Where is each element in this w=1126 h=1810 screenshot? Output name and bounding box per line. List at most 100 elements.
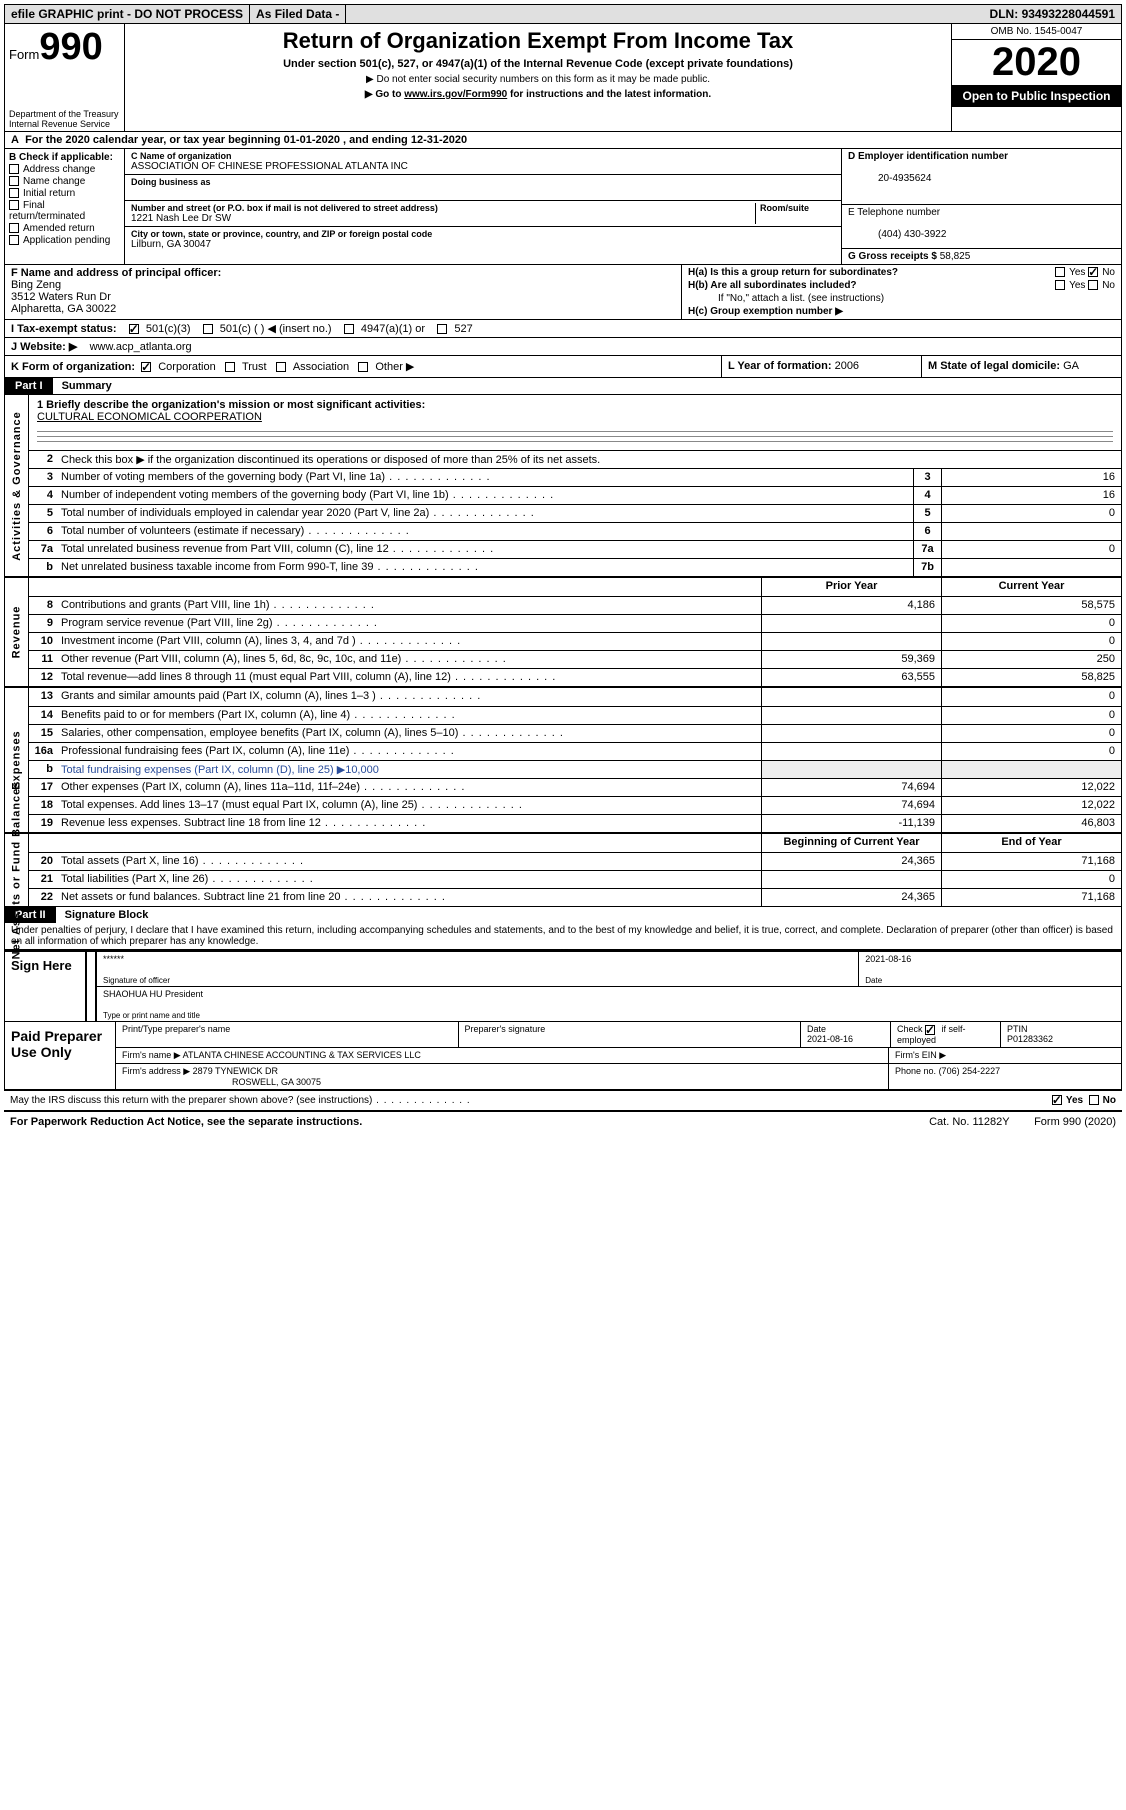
footer: For Paperwork Reduction Act Notice, see … [4, 1110, 1122, 1132]
cb-final-return[interactable]: Final return/terminated [9, 200, 120, 222]
section-h: H(a) Is this a group return for subordin… [681, 265, 1121, 319]
firm-addr1: 2879 TYNEWICK DR [193, 1066, 278, 1076]
ptin: P01283362 [1007, 1034, 1053, 1044]
cb-address-change[interactable]: Address change [9, 164, 120, 175]
summary-line-17: 17Other expenses (Part IX, column (A), l… [29, 778, 1121, 796]
summary-line-22: 22Net assets or fund balances. Subtract … [29, 888, 1121, 906]
omb-number: OMB No. 1545-0047 [952, 24, 1121, 40]
paid-preparer-block: Paid Preparer Use Only Print/Type prepar… [4, 1022, 1122, 1090]
summary-line-10: 10Investment income (Part VIII, column (… [29, 632, 1121, 650]
tax-year: 2020 [952, 40, 1121, 85]
line7a-val: 0 [941, 541, 1121, 558]
form-container: Form990 Department of the Treasury Inter… [4, 24, 1122, 950]
form-note-ssn: ▶ Do not enter social security numbers o… [129, 74, 947, 85]
section-j: J Website: ▶ www.acp_atlanta.org [5, 338, 1121, 356]
netassets-block: Net Assets or Fund Balances Beginning of… [5, 834, 1121, 907]
mission-text: CULTURAL ECONOMICAL COORPERATION [37, 411, 262, 423]
summary-line-18: 18Total expenses. Add lines 13–17 (must … [29, 796, 1121, 814]
cb-4947a1[interactable] [344, 324, 354, 334]
dba-value [131, 187, 835, 198]
header-middle: Return of Organization Exempt From Incom… [125, 24, 951, 131]
ha-no-cb[interactable] [1088, 267, 1098, 277]
form-subtitle: Under section 501(c), 527, or 4947(a)(1)… [129, 58, 947, 70]
form-page: Form 990 (2020) [1034, 1116, 1116, 1128]
header-right: OMB No. 1545-0047 2020 Open to Public In… [951, 24, 1121, 131]
line5-val: 0 [941, 505, 1121, 522]
summary-line-11: 11Other revenue (Part VIII, column (A), … [29, 650, 1121, 668]
perjury-statement: Under penalties of perjury, I declare th… [5, 923, 1121, 949]
prep-date: 2021-08-16 [807, 1034, 853, 1044]
net-sidelabel: Net Assets or Fund Balances [5, 834, 29, 906]
top-bar: efile GRAPHIC print - DO NOT PROCESS As … [4, 4, 1122, 24]
firm-addr2: ROSWELL, GA 30075 [122, 1077, 321, 1087]
summary-line-16a: 16aProfessional fundraising fees (Part I… [29, 742, 1121, 760]
cb-corporation[interactable] [141, 362, 151, 372]
section-i: I Tax-exempt status: 501(c)(3) 501(c) ( … [5, 320, 1121, 338]
summary-line-b: bTotal fundraising expenses (Part IX, co… [29, 760, 1121, 778]
discuss-row: May the IRS discuss this return with the… [4, 1090, 1122, 1110]
cb-501c3[interactable] [129, 324, 139, 334]
summary-line-13: 13Grants and similar amounts paid (Part … [29, 688, 1121, 706]
year-formation: 2006 [835, 360, 859, 372]
summary-line-21: 21Total liabilities (Part X, line 26)0 [29, 870, 1121, 888]
officer-name-title: SHAOHUA HU President [103, 989, 203, 999]
bcdeg-block: B Check if applicable: Address change Na… [5, 149, 1121, 265]
cb-other[interactable] [358, 362, 368, 372]
summary-line-15: 15Salaries, other compensation, employee… [29, 724, 1121, 742]
revenue-block: Revenue Prior YearCurrent Year 8Contribu… [5, 578, 1121, 688]
cb-amended-return[interactable]: Amended return [9, 223, 120, 234]
open-to-public: Open to Public Inspection [952, 85, 1121, 107]
hb-no-cb[interactable] [1088, 280, 1098, 290]
governance-block: Activities & Governance 1 Briefly descri… [5, 395, 1121, 578]
org-name: ASSOCIATION OF CHINESE PROFESSIONAL ATLA… [131, 161, 835, 172]
sign-here-label: Sign Here [5, 952, 85, 1021]
firm-phone: (706) 254-2227 [939, 1066, 1001, 1076]
dept-label: Department of the Treasury Internal Reve… [9, 109, 120, 129]
line4-val: 16 [941, 487, 1121, 504]
street-address: 1221 Nash Lee Dr SW [131, 213, 755, 224]
gross-receipts: 58,825 [940, 251, 971, 262]
irs-link[interactable]: www.irs.gov/Form990 [404, 89, 507, 100]
form-note-link: ▶ Go to www.irs.gov/Form990 for instruct… [129, 89, 947, 100]
rev-sidelabel: Revenue [5, 578, 29, 686]
officer-name: Bing Zeng [11, 279, 61, 291]
cb-initial-return[interactable]: Initial return [9, 188, 120, 199]
ha-yes-cb[interactable] [1055, 267, 1065, 277]
header-left: Form990 Department of the Treasury Inter… [5, 24, 125, 131]
paid-preparer-label: Paid Preparer Use Only [5, 1022, 115, 1089]
cb-name-change[interactable]: Name change [9, 176, 120, 187]
summary-line-12: 12Total revenue—add lines 8 through 11 (… [29, 668, 1121, 686]
dln: DLN: 93493228044591 [984, 5, 1121, 23]
hb-yes-cb[interactable] [1055, 280, 1065, 290]
ein: 20-4935624 [848, 173, 931, 184]
cb-501c[interactable] [203, 324, 213, 334]
discuss-no-cb[interactable] [1089, 1095, 1099, 1105]
section-f: F Name and address of principal officer:… [5, 265, 681, 319]
officer-sig: ****** [103, 954, 124, 964]
summary-line-19: 19Revenue less expenses. Subtract line 1… [29, 814, 1121, 832]
cb-self-employed[interactable] [925, 1025, 935, 1035]
sign-date: 2021-08-16 [865, 954, 911, 964]
efile-label: efile GRAPHIC print - DO NOT PROCESS [5, 5, 250, 23]
summary-line-20: 20Total assets (Part X, line 16)24,36571… [29, 852, 1121, 870]
section-b: B Check if applicable: Address change Na… [5, 149, 125, 264]
summary-line-9: 9Program service revenue (Part VIII, lin… [29, 614, 1121, 632]
part-i-header: Part I Summary [5, 378, 1121, 395]
cb-association[interactable] [276, 362, 286, 372]
line7b-val [941, 559, 1121, 576]
cb-527[interactable] [437, 324, 447, 334]
cb-trust[interactable] [225, 362, 235, 372]
firm-name: ATLANTA CHINESE ACCOUNTING & TAX SERVICE… [183, 1050, 421, 1060]
expenses-block: Expenses 13Grants and similar amounts pa… [5, 688, 1121, 834]
discuss-yes-cb[interactable] [1052, 1095, 1062, 1105]
city-state-zip: Lilburn, GA 30047 [131, 239, 835, 250]
section-deg: D Employer identification number 20-4935… [841, 149, 1121, 264]
gov-sidelabel: Activities & Governance [5, 395, 29, 576]
fh-block: F Name and address of principal officer:… [5, 265, 1121, 320]
cb-application-pending[interactable]: Application pending [9, 235, 120, 246]
part-ii-header: Part II Signature Block [5, 907, 1121, 923]
asfiled-label: As Filed Data - [250, 5, 346, 23]
telephone: (404) 430-3922 [848, 229, 946, 240]
website: www.acp_atlanta.org [90, 341, 192, 353]
state-domicile: GA [1063, 360, 1079, 372]
